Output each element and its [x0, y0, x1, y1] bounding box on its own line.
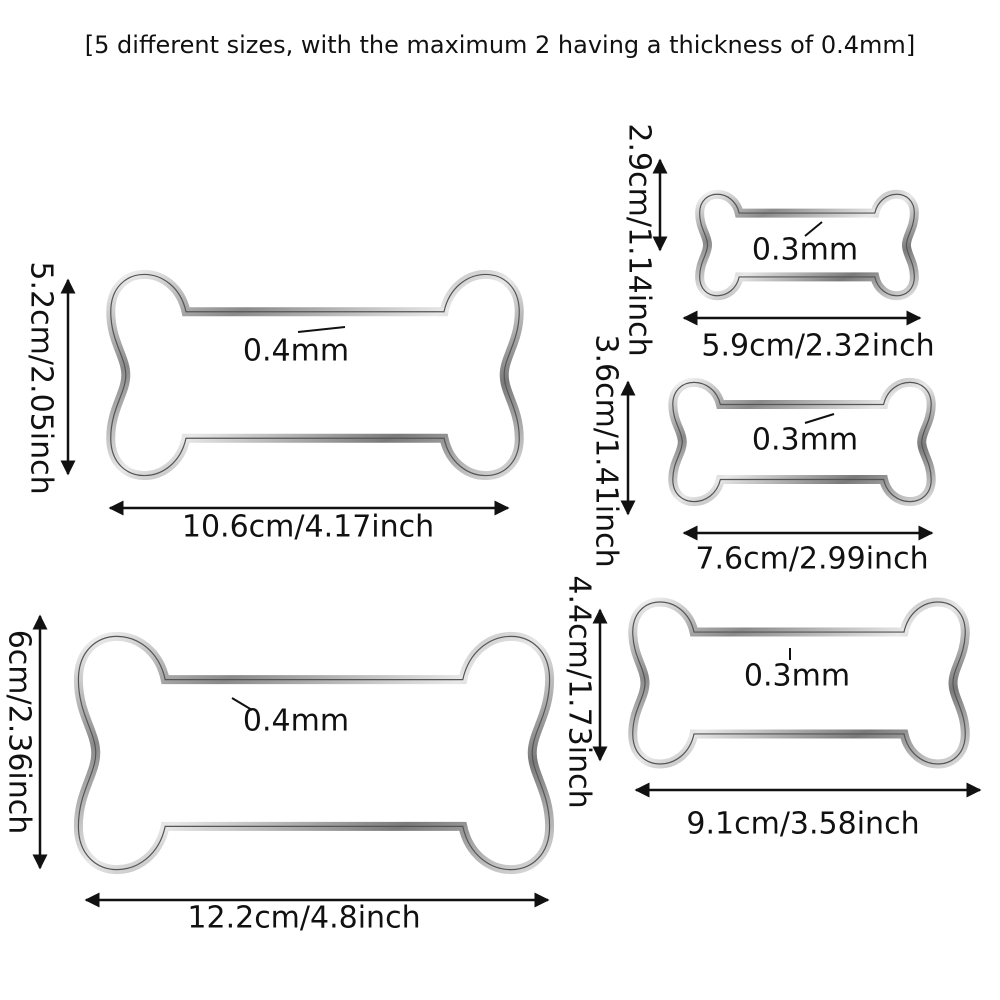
height-label: 5.2cm/2.05inch [24, 261, 59, 494]
leader [231, 697, 253, 711]
bone-image [111, 274, 520, 475]
height-label: 4.4cm/1.73inch [562, 575, 597, 808]
leader [804, 221, 823, 237]
thickness-label: 0.3mm [744, 659, 850, 694]
thickness-label: 0.3mm [752, 233, 858, 268]
width-label: 7.6cm/2.99inch [695, 542, 928, 577]
height-label: 2.9cm/1.14inch [622, 123, 657, 356]
width-label: 12.2cm/4.8inch [187, 901, 420, 936]
thickness-label: 0.4mm [243, 334, 349, 369]
width-label: 5.9cm/2.32inch [701, 329, 934, 364]
width-label: 10.6cm/4.17inch [182, 510, 434, 545]
title: [5 different sizes, with the maximum 2 h… [85, 31, 915, 59]
cutter: 9.1cm/3.58inch 4.4cm/1.73inch 0.3mm [562, 575, 982, 842]
bone-image [78, 636, 549, 869]
leader [804, 413, 835, 424]
leader [297, 326, 346, 333]
thickness-label: 0.3mm [752, 423, 858, 458]
width-label: 9.1cm/3.58inch [686, 807, 919, 842]
thickness-label: 0.4mm [243, 704, 349, 739]
cutter: 10.6cm/4.17inch 5.2cm/2.05inch 0.4mm [24, 261, 520, 545]
height-label: 6cm/2.36inch [2, 630, 37, 835]
cutter: 12.2cm/4.8inch 6cm/2.36inch 0.4mm [2, 614, 550, 936]
cutter: 7.6cm/2.99inch 3.6cm/1.41inch 0.3mm [589, 334, 933, 577]
cutter: 5.9cm/2.32inch 2.9cm/1.14inch 0.3mm [622, 123, 935, 363]
height-label: 3.6cm/1.41inch [589, 334, 624, 567]
